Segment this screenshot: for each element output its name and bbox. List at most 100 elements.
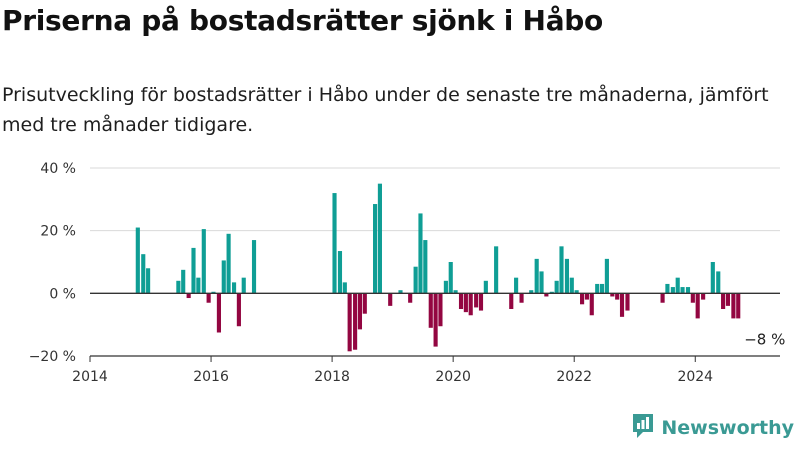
bar [478,293,484,311]
bar [377,183,382,294]
bar [146,268,151,294]
bar [453,290,458,294]
y-tick-label: 20 % [40,224,76,240]
bar [388,293,393,306]
page-subtitle: Prisutveckling för bostadsrätter i Håbo … [2,84,769,136]
bar [725,293,731,306]
bar [342,282,347,294]
bar [241,277,246,294]
bar [206,293,211,303]
bar-chart: −20 % 0 % 20 % 40 % 2014 2016 2018 2020 2022 2024… [29,161,786,385]
last-value-label: −8 % [744,330,785,348]
x-tick-label: 2016 [193,369,229,385]
bar [660,293,665,303]
bar [569,277,574,294]
bar [589,293,594,316]
bar [554,280,559,294]
bar [695,293,700,319]
bar [141,254,146,294]
bar [226,233,231,294]
bar [716,271,721,294]
bar [347,293,352,352]
bar [221,260,226,294]
bar [458,293,464,309]
y-tick-label: 0 % [49,286,76,302]
bar [231,282,237,294]
bar [514,277,519,294]
bar [433,293,438,347]
bar [196,277,201,294]
bar [362,293,367,314]
annotations: −8 % [744,330,785,348]
bar [509,293,514,309]
x-tick-label: 2018 [314,369,350,385]
bar [236,293,241,327]
bar [413,266,418,294]
bar [580,293,585,305]
axes: −20 % 0 % 20 % 40 % 2014 2016 2018 2020 2022 2024 [29,161,780,385]
bar [216,293,221,333]
bar [701,293,706,300]
bar [398,290,403,294]
bar [181,269,186,294]
bar [191,247,196,294]
bar [494,246,499,294]
bar [599,283,605,294]
brand-logo: Newsworthy [631,412,794,444]
bar [474,293,479,308]
bar [251,240,257,294]
bar [438,293,443,327]
bar [574,290,579,294]
bar [211,291,216,294]
bar [135,227,140,294]
bar [357,293,363,330]
bar [544,293,549,297]
bar [615,293,620,300]
bar [731,293,736,319]
bar [685,287,691,294]
bar [443,280,448,294]
bar [468,293,473,316]
y-tick-label: −20 % [29,349,76,365]
bar [483,280,488,294]
bar [186,293,191,299]
bar [680,287,685,294]
bar [736,293,741,319]
bar [670,287,675,294]
brand-name: Newsworthy [661,417,794,439]
bar [428,293,433,328]
bar [710,262,715,294]
bar [604,258,609,294]
bar [337,251,343,294]
y-tick-label: 40 % [40,161,76,177]
bar [519,293,524,303]
bar [564,258,570,294]
bar [373,204,378,294]
page-title: Priserna på bostadsrätter sjönk i Håbo [2,4,603,37]
bar [534,258,539,294]
bar [529,290,534,294]
bar [353,293,358,350]
bar [463,293,468,313]
bar [418,213,423,294]
bar [332,193,337,294]
x-tick-label: 2014 [72,369,108,385]
bar [201,229,206,294]
bar [584,293,589,300]
bar [448,262,453,294]
newsworthy-logo-icon [631,412,655,444]
bar [665,283,670,294]
bar [539,271,544,294]
bar [423,240,428,294]
x-tick-label: 2024 [677,369,713,385]
bar [619,293,625,317]
bar [559,246,564,294]
bar [721,293,726,309]
bar [595,283,600,294]
bars [135,183,741,352]
bar [549,291,554,294]
bar [408,293,413,303]
bar [675,277,680,294]
x-tick-label: 2022 [556,369,592,385]
x-tick-label: 2020 [435,369,471,385]
